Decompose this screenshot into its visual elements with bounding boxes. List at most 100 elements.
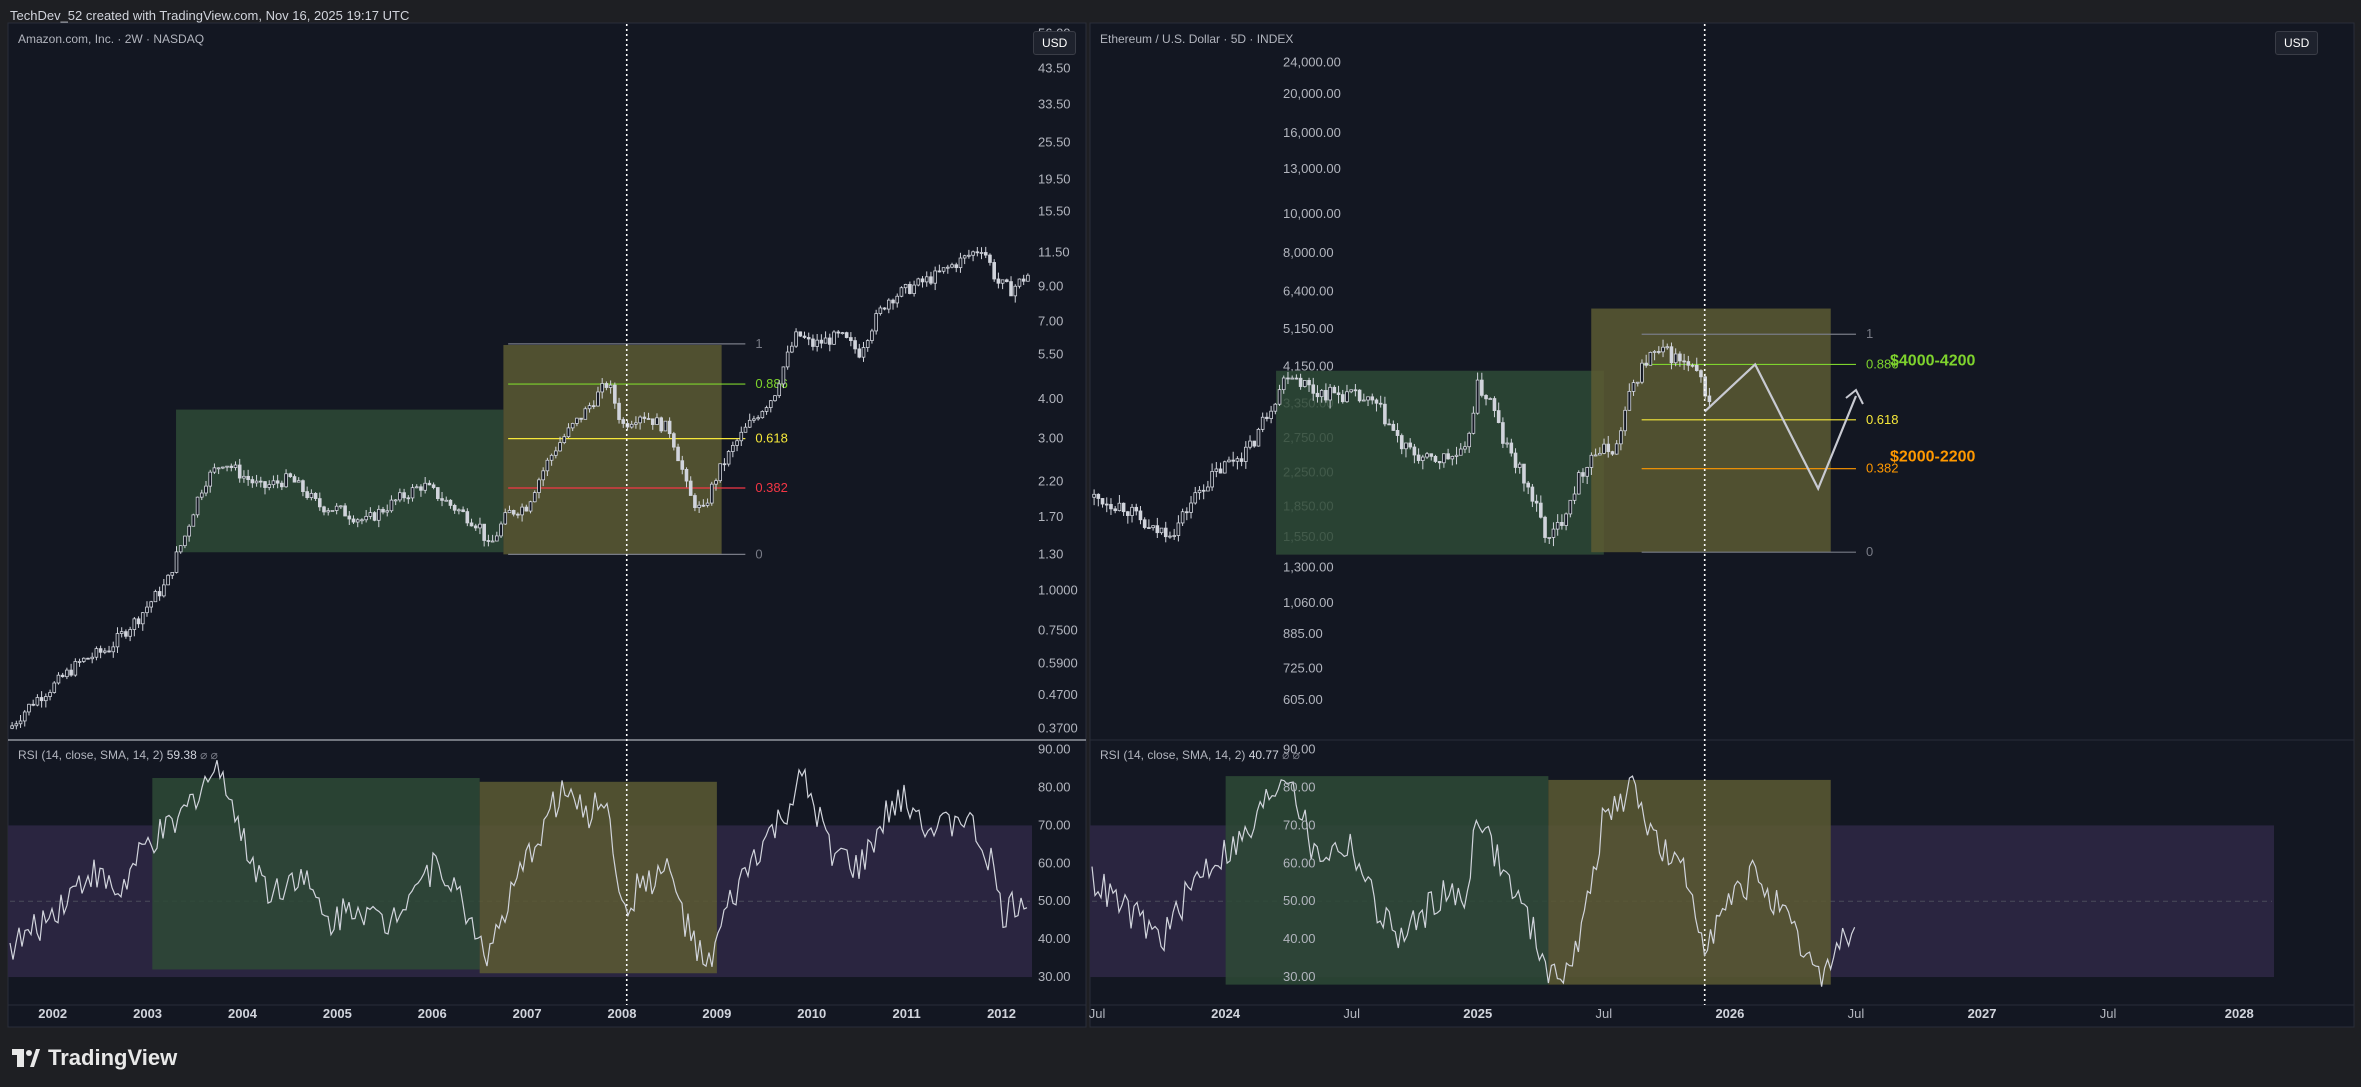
price-y-tick-0-4: 19.50 — [1038, 172, 1071, 187]
x-axis-tick-0-9: 2011 — [893, 1006, 921, 1021]
price-candle-body — [777, 383, 782, 397]
price-candle-body — [1665, 346, 1670, 349]
price-candle-body — [73, 661, 78, 676]
price-candle-body — [895, 295, 900, 304]
price-candle-body — [457, 509, 461, 512]
price-candle-body — [912, 284, 916, 294]
rsi-yellow-box-0 — [479, 781, 717, 974]
rsi-line-1 — [1091, 775, 1856, 987]
price-candle-body — [596, 391, 600, 407]
price-y-tick-1-3: 13,000.00 — [1283, 161, 1341, 176]
price-candle-body — [558, 442, 562, 452]
price-candle-body — [503, 512, 508, 525]
x-axis-tick-0-6: 2008 — [608, 1006, 637, 1021]
price-candle-body — [1265, 416, 1269, 419]
price-candle-body — [1492, 398, 1497, 412]
price-candle-body — [798, 331, 803, 337]
price-candle-body — [296, 480, 301, 483]
price-candle-body — [1113, 508, 1117, 512]
price-candle-body — [381, 508, 385, 513]
currency-button-right[interactable]: USD — [2275, 31, 2319, 55]
price-candle-body — [440, 498, 444, 501]
rsi-y-tick-1-4: 50.00 — [1283, 893, 1316, 908]
price-candle-body — [271, 480, 276, 486]
price-candle-body — [1399, 435, 1404, 450]
x-axis-tick-1-7: 2027 — [1968, 1006, 1997, 1021]
price-candle-body — [756, 417, 760, 420]
price-y-tick-0-5: 15.50 — [1038, 203, 1071, 218]
price-candle-body — [368, 512, 373, 517]
price-y-tick-1-14: 1,300.00 — [1283, 559, 1334, 574]
price-candle-body — [225, 465, 229, 468]
price-candle-body — [305, 491, 309, 498]
price-candle-body — [263, 481, 267, 488]
price-candle-body — [284, 473, 288, 488]
price-candle-body — [676, 446, 680, 462]
price-candle-body — [1172, 535, 1176, 537]
price-candle-body — [1353, 389, 1358, 392]
price-candle-body — [360, 519, 364, 522]
price-candle-body — [132, 618, 137, 630]
price-candle-body — [1260, 416, 1265, 430]
price-candle-body — [322, 506, 326, 513]
price-candle-body — [246, 475, 250, 480]
x-axis-tick-1-5: 2026 — [1715, 1006, 1744, 1021]
price-candle-body — [1484, 394, 1488, 400]
price-candle-body — [199, 492, 204, 498]
price-candle-body — [1395, 430, 1400, 436]
price-annotation-1-1: $2000-2200 — [1890, 448, 1976, 465]
price-candle-body — [1324, 390, 1328, 401]
price-y-tick-0-7: 9.00 — [1038, 279, 1063, 294]
rsi-value-0: 59.38 — [167, 748, 197, 762]
rsi-settings-icons-0: ⌀ ⌀ — [197, 748, 218, 762]
price-candle-body — [431, 484, 436, 488]
price-candle-body — [975, 251, 980, 254]
price-candle-body — [419, 486, 423, 491]
price-candle-body — [44, 696, 48, 702]
x-axis-tick-1-6: Jul — [1848, 1006, 1865, 1021]
price-candle-body — [688, 480, 693, 496]
price-candle-body — [56, 674, 61, 684]
price-candle-body — [1699, 370, 1703, 378]
rsi-y-tick-1-2: 70.00 — [1283, 817, 1316, 832]
price-y-tick-1-2: 16,000.00 — [1283, 125, 1341, 140]
price-y-tick-1-5: 8,000.00 — [1283, 245, 1334, 260]
currency-button-left[interactable]: USD — [1033, 31, 1077, 55]
price-candle-body — [317, 498, 322, 508]
price-candle-body — [768, 400, 773, 408]
price-candle-body — [591, 405, 596, 408]
price-candle-body — [1496, 410, 1501, 423]
price-candle-body — [663, 420, 668, 432]
price-candle-body — [364, 515, 368, 521]
price-candle-body — [1446, 453, 1450, 460]
price-y-tick-1-0: 24,000.00 — [1283, 55, 1341, 70]
x-axis-tick-0-2: 2004 — [228, 1006, 258, 1021]
price-candle-body — [549, 454, 554, 461]
price-candle-body — [1648, 351, 1653, 366]
price-y-tick-0-12: 2.20 — [1038, 474, 1063, 489]
price-candle-body — [1328, 386, 1332, 401]
price-candle-body — [827, 337, 832, 345]
price-candle-body — [326, 510, 331, 513]
price-candle-body — [646, 418, 651, 420]
price-candle-body — [899, 287, 904, 297]
price-candle-body — [507, 510, 512, 514]
price-candle-body — [1526, 482, 1530, 488]
price-y-tick-0-10: 4.00 — [1038, 391, 1063, 406]
price-candle-body — [128, 629, 132, 637]
price-candle-body — [1298, 377, 1303, 387]
price-candle-body — [1134, 506, 1139, 512]
price-candle-body — [1429, 453, 1434, 457]
price-y-tick-0-9: 5.50 — [1038, 347, 1063, 362]
price-candle-body — [406, 497, 411, 500]
price-candle-body — [1370, 396, 1375, 401]
price-candle-body — [1635, 381, 1640, 384]
price-candle-body — [1345, 391, 1349, 403]
price-candle-body — [566, 427, 571, 438]
price-candle-body — [1009, 281, 1013, 297]
price-candle-body — [212, 467, 217, 473]
price-candle-body — [448, 499, 453, 506]
price-candle-body — [393, 499, 398, 502]
price-y-tick-0-2: 33.50 — [1038, 97, 1071, 112]
